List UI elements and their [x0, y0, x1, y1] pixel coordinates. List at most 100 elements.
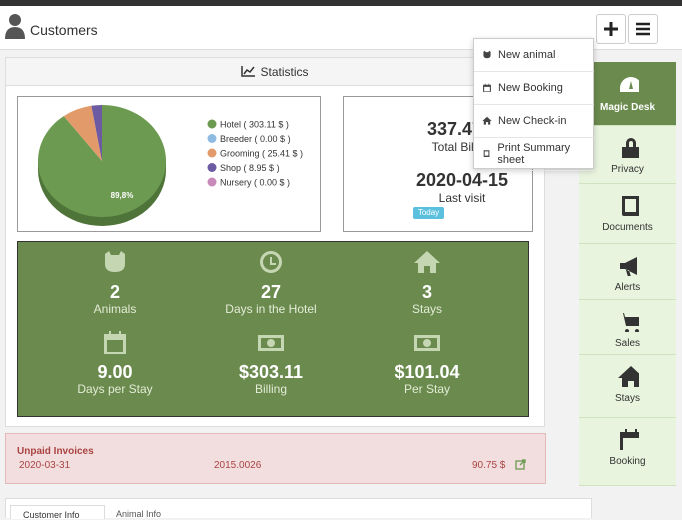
- stat-icon-shape: [104, 331, 126, 354]
- invoices-title: Unpaid Invoices: [17, 446, 94, 457]
- stat-value: 9.00: [97, 362, 133, 382]
- pie-chart: Hotel ( 303.11 $ ) Breeder ( 0.00 $ ) Groo…: [37, 105, 303, 226]
- sidebar-item[interactable]: Privacy: [579, 126, 676, 184]
- external-link-icon[interactable]: [515, 459, 526, 470]
- legend-category: Hotel: [220, 120, 241, 130]
- pie-slice: [63, 105, 102, 161]
- menu-item[interactable]: New animal: [474, 39, 594, 72]
- legend-label: Hotel ( 303.11 $ ): [220, 120, 289, 130]
- sidebar-item[interactable]: Magic Desk: [579, 62, 676, 126]
- legend-swatch: [207, 177, 217, 187]
- sidebar-item[interactable]: Stays: [579, 355, 676, 418]
- legend-value: ( 303.11 $ ): [244, 120, 289, 130]
- tab-animal-info[interactable]: Animal Info: [116, 509, 162, 519]
- sidebar-icon: [617, 366, 639, 387]
- legend-category: Breeder: [220, 134, 252, 144]
- sidebar-label: Magic Desk: [599, 102, 656, 113]
- sidebar-icon-shape: [619, 429, 639, 450]
- tabs-panel: Customer Info Animal Info: [5, 498, 592, 520]
- legend-value: ( 8.95 $ ): [244, 163, 280, 173]
- menu-icon-shape: [483, 50, 491, 59]
- stat: 27 Days in the Hotel: [196, 250, 346, 317]
- sidebar-icon: [617, 313, 639, 332]
- sidebar-item[interactable]: Documents: [579, 184, 676, 244]
- legend-category: Nursery: [220, 178, 252, 188]
- panel-heading: Statistics: [6, 58, 544, 86]
- menu-label: New Check-in: [498, 115, 567, 127]
- top-strip: [0, 0, 682, 6]
- stat-icon: [414, 335, 440, 351]
- stat-icon: [260, 251, 283, 273]
- sidebar-label: Privacy: [611, 164, 644, 175]
- legend-category: Grooming: [220, 149, 260, 159]
- sidebar-icon-shape: [621, 138, 639, 158]
- sidebar: Magic Desk Privacy Documents Alerts Sales Sta…: [579, 62, 676, 486]
- sidebar-icon-shape: [619, 77, 639, 92]
- stat-value: 27: [260, 282, 282, 302]
- legend-label: Breeder ( 0.00 $ ): [220, 134, 291, 144]
- stat: 3 Stays: [352, 250, 502, 317]
- chart-icon: [241, 66, 256, 77]
- stat-label: Per Stay: [403, 382, 451, 396]
- sidebar-icon-shape: [619, 257, 637, 276]
- sidebar-icon-shape: [617, 313, 639, 332]
- legend-value: ( 0.00 $ ): [255, 134, 291, 144]
- legend-label: Nursery ( 0.00 $ ): [220, 178, 290, 188]
- stat-label: Stays: [411, 302, 442, 316]
- today-badge: Today: [413, 207, 444, 219]
- invoices-panel: Unpaid Invoices 2020-03-31 2015.0026 90.…: [5, 433, 546, 484]
- menu-item[interactable]: New Check-in: [474, 105, 594, 138]
- stat-icon-shape: [414, 251, 440, 273]
- slice-label: 89,8%: [111, 191, 134, 200]
- menu-icon: [482, 116, 492, 125]
- stat-label: Days per Stay: [77, 382, 153, 396]
- sidebar-icon: [619, 429, 639, 450]
- sidebar-item[interactable]: Sales: [579, 300, 676, 355]
- sidebar-label: Alerts: [614, 282, 641, 293]
- menu-button[interactable]: [628, 14, 658, 44]
- legend-label: Shop ( 8.95 $ ): [220, 163, 280, 173]
- dropdown-menu: New animal New Booking New Check-in Print S…: [473, 38, 594, 171]
- menu-icon-shape: [483, 83, 491, 92]
- menu-item[interactable]: Print Summary sheet: [474, 138, 594, 171]
- legend-value: ( 0.00 $ ): [254, 178, 290, 188]
- page-title: Customers: [30, 22, 98, 38]
- legend-swatch: [207, 163, 217, 172]
- pie-slice: [91, 105, 102, 161]
- hamburger-icon: [636, 22, 650, 36]
- stat-value: $101.04: [394, 362, 460, 382]
- legend-label: Grooming ( 25.41 $ ): [220, 149, 303, 159]
- menu-icon: [483, 50, 491, 59]
- menu-label: New animal: [498, 49, 556, 61]
- stat-value: $303.11: [238, 362, 304, 382]
- last-visit: 2020-04-15: [415, 170, 509, 190]
- stat-icon: [104, 331, 126, 354]
- stat: 2 Animals: [40, 250, 190, 317]
- menu-label: Print Summary sheet: [497, 142, 571, 166]
- sidebar-item[interactable]: Alerts: [579, 244, 676, 300]
- add-button[interactable]: [596, 14, 626, 44]
- tab-customer-info[interactable]: Customer Info: [10, 505, 105, 520]
- legend-category: Shop: [220, 163, 241, 173]
- stat-label: Days in the Hotel: [225, 302, 317, 316]
- sidebar-icon: [621, 138, 639, 158]
- sidebar-item[interactable]: Booking: [579, 418, 676, 486]
- stats-box: 2 Animals 27 Days in the Hotel 3 Stays 9.00 Day…: [17, 241, 529, 417]
- stat-icon: [105, 251, 125, 272]
- stat-icon: [258, 335, 284, 351]
- invoice-amount[interactable]: 90.75 $: [472, 460, 506, 471]
- sidebar-label: Sales: [614, 338, 640, 349]
- sidebar-icon-shape: [621, 196, 639, 216]
- sidebar-label: Documents: [602, 222, 653, 233]
- menu-icon: [483, 83, 491, 92]
- stat-icon-shape: [414, 335, 440, 351]
- invoice-date[interactable]: 2020-03-31: [19, 460, 71, 471]
- stat-label: Animals: [93, 302, 137, 316]
- stat-value: 2: [109, 282, 120, 302]
- menu-icon: [483, 150, 490, 158]
- menu-item[interactable]: New Booking: [474, 72, 594, 105]
- menu-label: New Booking: [498, 82, 563, 94]
- invoice-number[interactable]: 2015.0026: [214, 460, 262, 471]
- pie-slice: [37, 105, 166, 217]
- legend-value: ( 25.41 $ ): [262, 149, 303, 159]
